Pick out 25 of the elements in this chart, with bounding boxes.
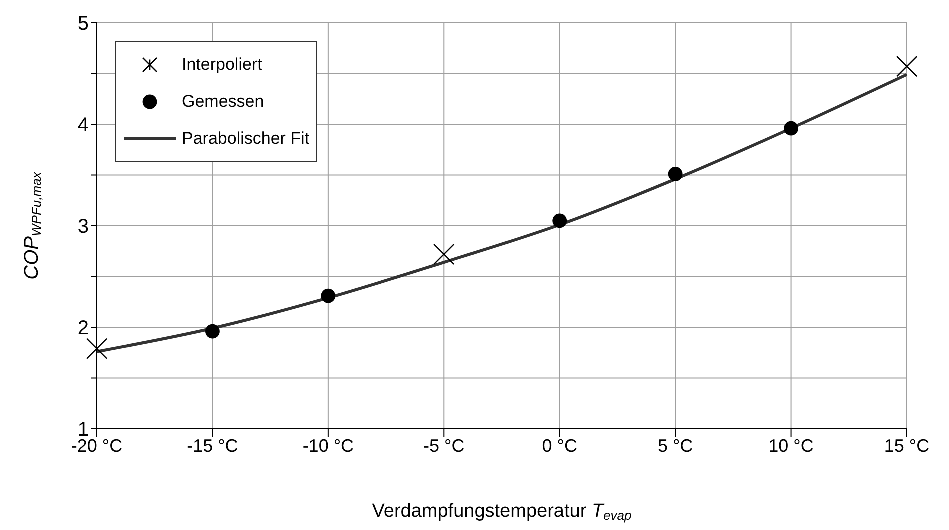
legend-label: Gemessen [182,92,264,112]
x-tick-label: -20 °C [71,436,123,456]
point [668,167,683,182]
x-tick-label: 0 °C [542,436,578,456]
point [206,324,220,339]
point [433,244,455,266]
point [896,56,918,78]
x-tick-label: 5 °C [658,436,694,456]
y-tick-label: 2 [78,318,89,340]
x-tick-label: 10 °C [768,436,814,456]
x-tick-label: -15 °C [187,436,238,456]
x-tick-label: -10 °C [302,436,354,456]
y-tick-label: 4 [78,114,89,137]
legend-label: Interpoliert [182,54,262,74]
x-tick-label: -5 °C [424,436,465,456]
point [784,121,798,136]
legend-label: Parabolischer Fit [182,128,310,148]
y-tick-label: 5 [78,13,89,36]
y-tick-label: 3 [78,216,89,238]
x-tick-label: 15 °C [884,436,930,456]
point [552,214,568,228]
line-series [96,73,908,354]
point [321,288,336,304]
point [86,338,108,360]
x-axis-title: Verdampfungstemperatur T$_{evap}$ [372,501,632,524]
